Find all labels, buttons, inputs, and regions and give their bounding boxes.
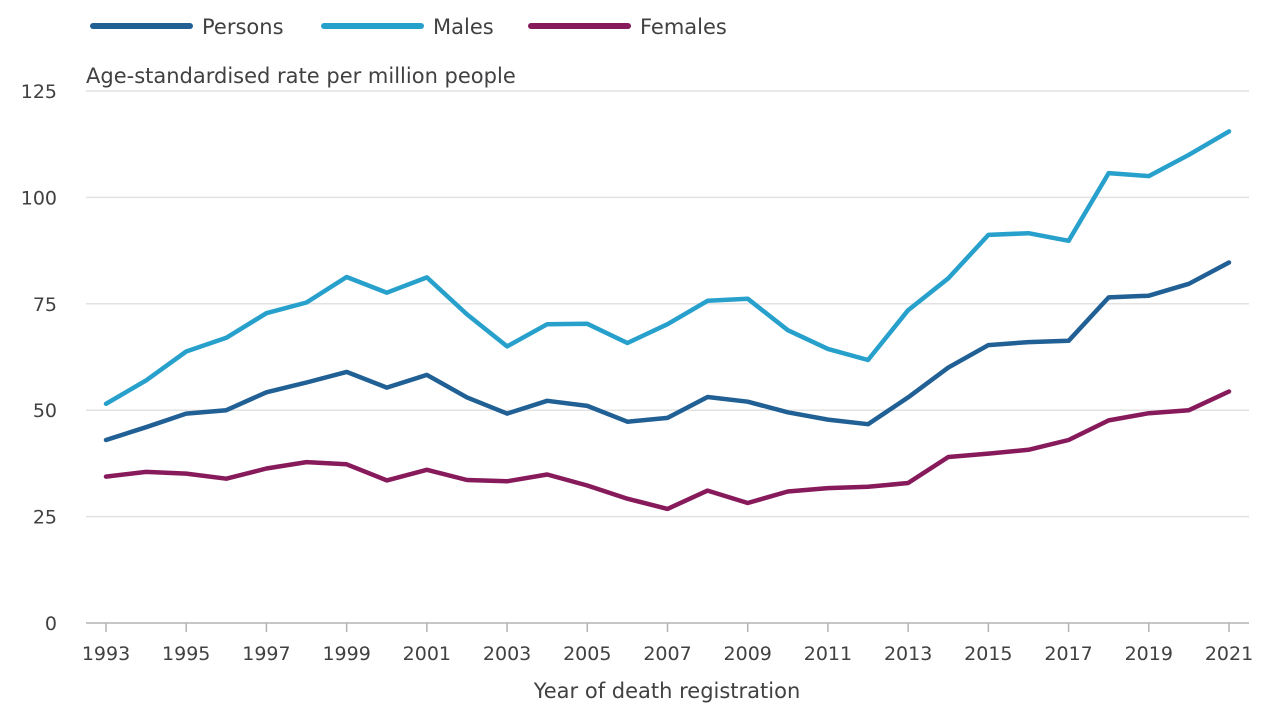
x-axis-label: Year of death registration (533, 679, 801, 703)
legend-item-persons: Persons (90, 15, 284, 39)
x-tick-label-2017: 2017 (1044, 643, 1092, 665)
x-tick-label-2021: 2021 (1205, 643, 1253, 665)
x-tick-label-2001: 2001 (403, 643, 451, 665)
x-axis: 1993 1995 1997 1999 2001 2003 2005 2007 2009 2011… (82, 622, 1253, 665)
legend-item-males: Males (321, 15, 494, 39)
series-line-males (103, 129, 1232, 407)
x-tick-label-2013: 2013 (884, 643, 932, 665)
legend-label-persons: Persons (202, 15, 284, 39)
y-tick-label-100: 100 (21, 187, 57, 209)
series-line-persons (103, 260, 1232, 443)
x-tick-label-1997: 1997 (242, 643, 290, 665)
x-tick-label-2011: 2011 (804, 643, 852, 665)
y-tick-label-0: 0 (45, 613, 57, 635)
legend-label-females: Females (640, 15, 727, 39)
series-line-females (103, 389, 1232, 512)
x-tick-label-2007: 2007 (643, 643, 691, 665)
y-tick-label-75: 75 (33, 294, 57, 316)
series-lines (103, 129, 1232, 512)
x-tick-label-2015: 2015 (964, 643, 1012, 665)
legend-label-males: Males (433, 15, 494, 39)
y-tick-label-125: 125 (21, 81, 57, 103)
x-tick-label-2009: 2009 (724, 643, 772, 665)
legend: Persons Males Females (90, 15, 727, 39)
x-tick-label-1999: 1999 (322, 643, 370, 665)
legend-item-females: Females (528, 15, 727, 39)
gridlines (86, 90, 1249, 518)
y-tick-label-25: 25 (33, 507, 57, 529)
y-tick-label-50: 50 (33, 400, 57, 422)
x-tick-label-2005: 2005 (563, 643, 611, 665)
y-axis-label: Age-standardised rate per million people (86, 64, 516, 88)
x-tick-label-1993: 1993 (82, 643, 130, 665)
y-axis-ticks: 0 25 50 75 100 125 (21, 81, 57, 635)
x-tick-label-2019: 2019 (1125, 643, 1173, 665)
x-tick-label-2003: 2003 (483, 643, 531, 665)
x-tick-label-1995: 1995 (162, 643, 210, 665)
